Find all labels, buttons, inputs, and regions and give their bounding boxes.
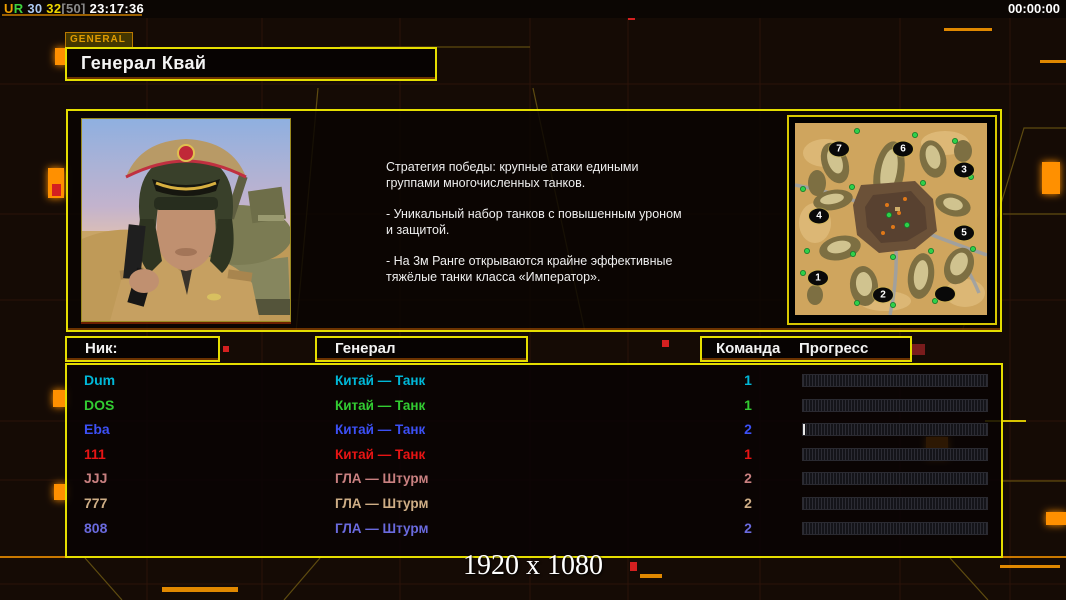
player-team: 1 bbox=[744, 445, 752, 462]
map-start-position-marker: 5 bbox=[954, 225, 974, 241]
strategy-paragraph: - Уникальный набор танков с повышенным у… bbox=[386, 207, 682, 237]
general-title: Генерал Квай bbox=[81, 53, 207, 73]
player-nick: DOS bbox=[84, 396, 115, 413]
player-row: 111 Китай — Танк 1 bbox=[67, 443, 1001, 468]
general-tab-label: GENERAL bbox=[65, 32, 133, 47]
player-row: JJJ ГЛА — Штурм 2 bbox=[67, 467, 1001, 492]
strategy-text: Стратегия победы: крупные атаки едиными … bbox=[386, 159, 731, 300]
progress-bar bbox=[802, 521, 988, 535]
progress-bar bbox=[802, 447, 988, 461]
player-team: 1 bbox=[744, 396, 752, 413]
map-start-position-marker: 2 bbox=[873, 287, 893, 303]
player-general: ГЛА — Штурм bbox=[335, 495, 429, 511]
progress-bar bbox=[802, 374, 988, 387]
general-figure bbox=[110, 139, 260, 321]
player-general: Китай — Танк bbox=[335, 446, 426, 462]
header-nick-label: Ник: bbox=[85, 340, 118, 357]
player-general: Китай — Танк bbox=[335, 397, 426, 413]
map-start-position-marker: 6 bbox=[893, 141, 913, 157]
stats-segment: [50] bbox=[61, 1, 86, 16]
player-team: 2 bbox=[744, 470, 752, 487]
players-table: Dum Китай — Танк 1 DOS Китай — Танк 1 Eb… bbox=[65, 363, 1003, 558]
stats-segment: 30 bbox=[23, 1, 47, 16]
progress-bar bbox=[802, 398, 988, 412]
header-general-label: Генерал bbox=[335, 340, 396, 357]
general-info-panel: Стратегия победы: крупные атаки едиными … bbox=[66, 109, 1002, 332]
player-nick: 111 bbox=[84, 445, 106, 462]
player-row: Dum Китай — Танк 1 bbox=[67, 369, 1001, 394]
progress-bar bbox=[802, 496, 988, 510]
map-markers: 7 6 3 4 5 1 2 bbox=[795, 123, 987, 315]
progress-bar bbox=[802, 472, 988, 486]
player-row: 777 ГЛА — Штурм 2 bbox=[67, 492, 1001, 517]
player-team: 2 bbox=[744, 494, 752, 511]
map-illustration bbox=[795, 123, 987, 315]
player-team: 2 bbox=[744, 421, 752, 438]
player-nick: Eba bbox=[84, 421, 110, 438]
player-nick: 808 bbox=[84, 519, 108, 536]
player-row: Eba Китай — Танк 2 bbox=[67, 418, 1001, 443]
general-title-box: Генерал Квай bbox=[65, 47, 437, 81]
header-team-progress-box: Команда Прогресс bbox=[700, 336, 912, 362]
stats-segment: 23:17:36 bbox=[85, 1, 145, 16]
top-bar: UR 30 32[50] 23:17:36 00:00:00 bbox=[0, 0, 1066, 18]
player-nick: Dum bbox=[84, 372, 116, 388]
map-preview: 7 6 3 4 5 1 2 bbox=[787, 115, 997, 325]
player-rows: Dum Китай — Танк 1 DOS Китай — Танк 1 Eb… bbox=[67, 369, 1001, 541]
player-general: ГЛА — Штурм bbox=[335, 520, 429, 536]
match-timer: 00:00:00 bbox=[1007, 1, 1060, 16]
progress-bar bbox=[802, 423, 988, 437]
header-nick-box: Ник: bbox=[65, 336, 220, 362]
player-general: Китай — Танк bbox=[335, 422, 426, 438]
player-nick: 777 bbox=[84, 494, 108, 511]
player-general: ГЛА — Штурм bbox=[335, 471, 429, 487]
map-start-position-marker: 3 bbox=[954, 162, 974, 178]
resolution-label: 1920 x 1080 bbox=[463, 550, 603, 581]
player-row: DOS Китай — Танк 1 bbox=[67, 394, 1001, 419]
map-start-position-marker bbox=[935, 286, 955, 302]
map-start-position-marker: 4 bbox=[809, 208, 829, 224]
stats-segment: R bbox=[13, 1, 24, 16]
header-general-box: Генерал bbox=[315, 336, 528, 362]
player-team: 2 bbox=[744, 519, 752, 536]
strategy-paragraph: Стратегия победы: крупные атаки едиными … bbox=[386, 160, 639, 190]
general-portrait bbox=[81, 118, 291, 322]
header-team-label: Команда bbox=[716, 340, 781, 357]
player-nick: JJJ bbox=[84, 470, 108, 487]
strategy-paragraph: - На 3м Ранге открываются крайне эффекти… bbox=[386, 254, 673, 284]
map-start-position-marker: 1 bbox=[808, 270, 828, 286]
header-progress-label: Прогресс bbox=[799, 340, 869, 357]
player-stats: UR 30 32[50] 23:17:36 bbox=[4, 1, 144, 16]
player-general: Китай — Танк bbox=[335, 373, 426, 388]
player-team: 1 bbox=[744, 372, 752, 388]
map-start-position-marker: 7 bbox=[829, 141, 849, 157]
stats-segment: 32 bbox=[46, 1, 62, 16]
general-portrait-illustration bbox=[82, 119, 290, 321]
player-row: 808 ГЛА — Штурм 2 bbox=[67, 517, 1001, 542]
stats-segment: U bbox=[4, 1, 14, 16]
stats-underline bbox=[2, 14, 142, 16]
